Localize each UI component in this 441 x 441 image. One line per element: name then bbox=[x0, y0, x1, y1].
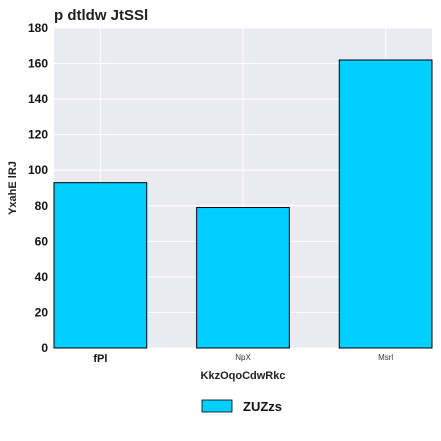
legend: ZUZzs bbox=[201, 399, 282, 414]
bar-NpX bbox=[196, 207, 290, 349]
y-tick-label: 80 bbox=[35, 199, 49, 213]
bar-Msrl bbox=[338, 59, 433, 349]
y-axis-label: YxahE lRJ bbox=[7, 161, 19, 215]
y-tick-label: 20 bbox=[35, 305, 49, 319]
y-ticks: 0 20 40 60 80 100 120 140 160 180 bbox=[28, 21, 48, 355]
y-tick-label: 120 bbox=[28, 128, 48, 142]
x-axis-label: KkzOqoCdwRkc bbox=[201, 370, 286, 382]
x-tick-label: NpX bbox=[235, 353, 251, 362]
y-tick-label: 60 bbox=[35, 234, 49, 248]
x-tick-label: Msrl bbox=[378, 353, 393, 362]
y-tick-label: 100 bbox=[28, 163, 48, 177]
y-tick-label: 140 bbox=[28, 92, 48, 106]
bar-fPl bbox=[53, 182, 148, 349]
legend-swatch bbox=[201, 399, 233, 413]
x-tick-label: fPl bbox=[93, 353, 107, 365]
y-tick-label: 180 bbox=[28, 21, 48, 35]
x-ticks: fPl NpX Msrl bbox=[93, 353, 393, 365]
chart-title: p dtldw JtSSl bbox=[54, 7, 148, 24]
legend-label: ZUZzs bbox=[243, 399, 282, 414]
bars bbox=[53, 59, 433, 349]
y-tick-label: 160 bbox=[28, 57, 48, 71]
y-tick-label: 0 bbox=[41, 341, 48, 355]
y-tick-label: 40 bbox=[35, 270, 49, 284]
